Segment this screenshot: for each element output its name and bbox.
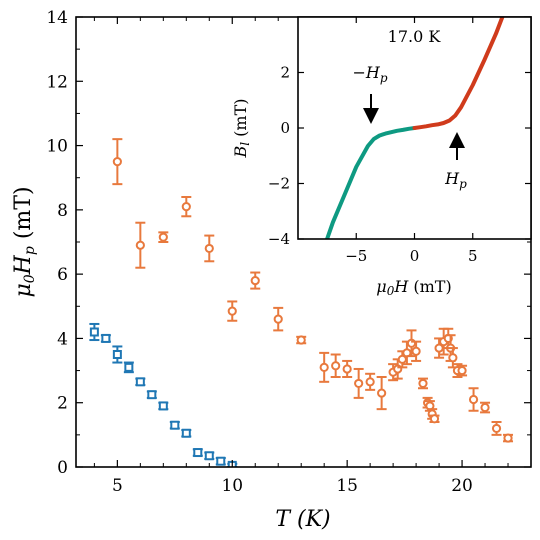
- data-point-circle: [342, 364, 352, 374]
- data-point-circle: [457, 365, 467, 376]
- data-point-circle: [365, 377, 375, 387]
- data-point-square: [158, 401, 168, 411]
- inset-chart: −5 0 5 −4−202 17.0 K μ0H (mT) Bl (mT) −Hp …: [231, 16, 532, 298]
- data-point-circle: [319, 362, 329, 372]
- inset-curve-negative: [324, 126, 417, 239]
- main-y-axis-title: μ0Hp (mT): [11, 186, 38, 297]
- inset-y-tick-label: 0: [280, 119, 290, 137]
- main-x-axis: 5 10 15 20: [93, 17, 509, 496]
- data-point-circle: [331, 361, 341, 371]
- annotation-minus-hp: −Hp: [352, 63, 388, 124]
- inset-y-tick-label: −4: [268, 230, 290, 248]
- data-point-square: [170, 420, 180, 430]
- data-point-circle: [250, 275, 260, 286]
- inset-x-axis-title: μ0H (mT): [376, 277, 451, 298]
- inset-x-axis: −5 0 5: [345, 17, 478, 265]
- data-point-circle: [411, 346, 421, 356]
- inset-marks: [324, 17, 505, 239]
- main-x-tick-label: 20: [451, 476, 473, 496]
- data-point-square: [181, 428, 191, 438]
- data-point-circle: [158, 232, 168, 242]
- data-point-square: [135, 377, 145, 387]
- inset-y-axis: −4 −2 0 2: [268, 64, 531, 248]
- data-point-square: [204, 451, 214, 461]
- data-point-square: [216, 456, 226, 466]
- main-y-tick-label: 14: [46, 8, 68, 28]
- inset-y-tick-label: 2: [280, 64, 290, 82]
- main-y-tick-label: 12: [46, 72, 68, 92]
- inset-x-tick-label: 0: [410, 247, 420, 265]
- data-point-circle: [227, 306, 237, 316]
- inset-x-tick-label: 5: [468, 247, 478, 265]
- data-point-square: [101, 333, 111, 343]
- main-y-tick-label: 10: [46, 137, 68, 157]
- data-point-circle: [135, 240, 145, 250]
- data-point-square: [193, 448, 203, 458]
- data-point-square: [112, 350, 122, 359]
- main-y-tick-label: 8: [57, 201, 68, 221]
- data-point-circle: [296, 335, 306, 345]
- main-x-tick-label: 10: [221, 476, 243, 496]
- data-point-square: [147, 390, 157, 400]
- main-x-tick-label: 15: [336, 476, 358, 496]
- data-point-circle: [377, 388, 387, 398]
- data-point-circle: [491, 423, 502, 434]
- data-point-circle: [448, 353, 458, 363]
- inset-y-tick-label: −2: [268, 175, 290, 193]
- data-point-circle: [354, 378, 364, 389]
- data-point-circle: [503, 433, 513, 443]
- inset-x-tick-label: −5: [345, 247, 367, 265]
- data-point-circle: [468, 394, 479, 405]
- data-point-circle: [273, 314, 283, 324]
- main-y-tick-label: 0: [57, 458, 68, 478]
- data-point-circle: [418, 378, 428, 389]
- data-point-circle: [204, 243, 214, 254]
- inset-y-axis-title: Bl (mT): [231, 98, 252, 158]
- data-point-square: [89, 327, 99, 337]
- data-point-circle: [429, 414, 440, 424]
- main-y-axis: 0 2 4 6 8 10 12 14: [46, 8, 531, 478]
- main-x-axis-title: T (K): [275, 507, 330, 532]
- main-y-tick-label: 2: [57, 394, 68, 414]
- main-y-tick-label: 4: [57, 329, 68, 349]
- data-point-circle: [480, 402, 490, 413]
- data-point-circle: [112, 157, 122, 167]
- inset-title: 17.0 K: [388, 27, 442, 46]
- main-y-tick-label: 6: [57, 265, 68, 285]
- inset-curve-positive: [412, 17, 505, 130]
- data-point-circle: [181, 202, 191, 212]
- main-x-tick-label: 5: [112, 476, 123, 496]
- data-point-square: [124, 362, 134, 372]
- main-marks: [89, 138, 514, 467]
- svg-text:−Hp: −Hp: [352, 63, 387, 85]
